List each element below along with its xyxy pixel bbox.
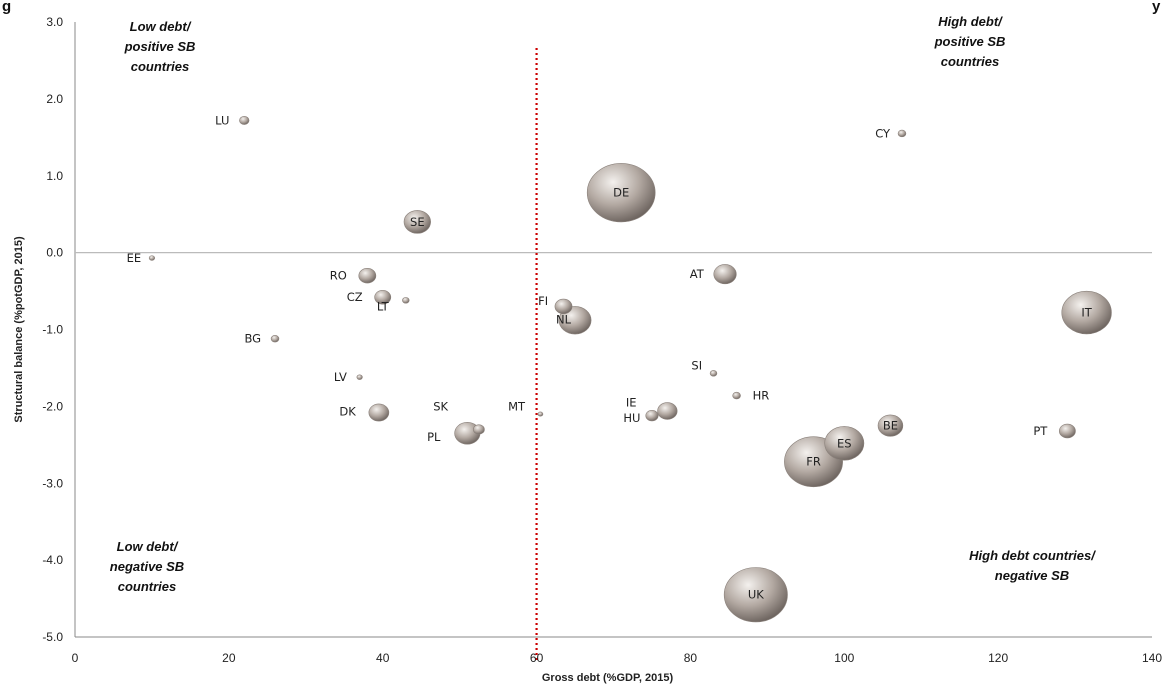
point-label-es: ES bbox=[837, 436, 852, 450]
bubble-sk bbox=[473, 424, 485, 435]
x-tick-label: 100 bbox=[834, 651, 854, 665]
bubble-fi bbox=[554, 298, 573, 315]
point-label-lu: LU bbox=[215, 113, 229, 127]
y-tick-label: -5.0 bbox=[42, 630, 63, 644]
quadrant-label-top-left: Low debt/positive SB countries bbox=[124, 19, 196, 74]
point-label-nl: NL bbox=[556, 312, 572, 326]
bubble-mt bbox=[537, 411, 544, 417]
point-label-si: SI bbox=[691, 358, 702, 372]
bubble-dk bbox=[368, 403, 390, 422]
bubble-uk bbox=[723, 567, 788, 623]
bubble-ro bbox=[358, 268, 377, 284]
quadrant-label-line: positive SB bbox=[124, 39, 196, 54]
point-label-dk: DK bbox=[339, 405, 356, 419]
y-tick-label: -4.0 bbox=[42, 553, 63, 567]
x-tick-label: 80 bbox=[684, 651, 698, 665]
bubble-lt bbox=[402, 297, 410, 304]
point-label-lt: LT bbox=[377, 299, 390, 313]
point-label-de: DE bbox=[613, 186, 629, 200]
bubble-be bbox=[877, 414, 904, 437]
x-axis-title: Gross debt (%GDP, 2015) bbox=[542, 672, 674, 684]
bubble-hr bbox=[732, 391, 741, 400]
x-tick-label: 140 bbox=[1142, 651, 1162, 665]
point-label-pl: PL bbox=[427, 430, 441, 444]
point-label-ro: RO bbox=[330, 269, 347, 283]
quadrant-label-bottom-right: High debt countries/negative SB bbox=[969, 548, 1096, 583]
x-tick-label: 120 bbox=[988, 651, 1008, 665]
point-label-se: SE bbox=[410, 215, 425, 229]
point-label-ie: IE bbox=[626, 395, 637, 409]
x-tick-label: 40 bbox=[376, 651, 390, 665]
point-label-uk: UK bbox=[748, 588, 764, 602]
y-tick-labels: 3.0 2.0 1.0 0.0 -1.0 -2.0 -3.0 -4.0 -5.0 bbox=[42, 15, 63, 644]
quadrant-label-line: negative SB bbox=[110, 559, 184, 574]
quadrant-label-line: Low debt/ bbox=[117, 539, 179, 554]
quadrant-label-line: countries bbox=[941, 54, 1000, 69]
quadrant-label-line: positive SB bbox=[934, 34, 1006, 49]
bubble-de bbox=[586, 163, 656, 223]
y-tick-label: -3.0 bbox=[42, 476, 63, 490]
x-tick-label: 60 bbox=[530, 651, 544, 665]
point-label-ee: EE bbox=[127, 251, 142, 265]
corner-fragment: y bbox=[1152, 0, 1161, 15]
bubble-ee bbox=[148, 255, 156, 261]
point-label-bg: BG bbox=[244, 332, 261, 346]
bubble-at bbox=[713, 264, 737, 285]
point-label-at: AT bbox=[690, 267, 705, 281]
y-axis-title: Structural balance (%potGDP, 2015) bbox=[13, 236, 25, 423]
bubble-it bbox=[1061, 290, 1112, 335]
bubble-lv bbox=[356, 374, 363, 380]
quadrant-label-bottom-left: Low debt/negative SB countries bbox=[110, 539, 184, 594]
bubble-cy bbox=[897, 129, 907, 138]
y-tick-label: 3.0 bbox=[46, 15, 63, 29]
point-labels: LU CY DE SE EE RO AT CZ LT FI NL IT BG SI LV HR DK SK MT IE… bbox=[127, 113, 1093, 601]
bubble-lu bbox=[239, 115, 250, 125]
y-tick-label: -2.0 bbox=[42, 399, 63, 413]
bubble-es bbox=[824, 426, 865, 461]
point-label-sk: SK bbox=[433, 399, 448, 413]
y-tick-label: -1.0 bbox=[42, 323, 63, 337]
bubbles bbox=[148, 115, 1112, 623]
bubble-bg bbox=[270, 335, 280, 343]
bubble-hu bbox=[645, 409, 659, 422]
point-label-lv: LV bbox=[334, 370, 347, 384]
quadrant-label-line: High debt countries/ bbox=[969, 548, 1096, 563]
quadrant-label-line: countries bbox=[131, 59, 190, 74]
bubble-cz bbox=[374, 289, 392, 305]
point-label-hr: HR bbox=[753, 389, 770, 403]
quadrant-label-line: countries bbox=[118, 579, 177, 594]
quadrant-label-line: negative SB bbox=[995, 568, 1069, 583]
figure-title-fragment: g bbox=[2, 0, 11, 15]
point-label-mt: MT bbox=[508, 399, 526, 413]
quadrant-label-line: Low debt/ bbox=[130, 19, 192, 34]
x-tick-label: 20 bbox=[222, 651, 236, 665]
point-label-hu: HU bbox=[623, 411, 640, 425]
x-tick-labels: 0 20 40 60 80 100 120 140 bbox=[72, 651, 1163, 665]
point-label-be: BE bbox=[883, 419, 898, 433]
point-label-cz: CZ bbox=[347, 290, 363, 304]
x-tick-label: 0 bbox=[72, 651, 79, 665]
bubble-se bbox=[403, 210, 431, 234]
bubble-ie bbox=[657, 402, 678, 420]
bubble-pt bbox=[1058, 423, 1076, 439]
point-label-cy: CY bbox=[875, 126, 891, 140]
quadrant-label-top-right: High debt/positive SB countries bbox=[934, 14, 1006, 69]
y-tick-label: 2.0 bbox=[46, 92, 63, 106]
point-label-pt: PT bbox=[1033, 424, 1048, 438]
bubble-si bbox=[709, 370, 718, 377]
point-label-fr: FR bbox=[806, 455, 821, 469]
point-label-fi: FI bbox=[538, 294, 548, 308]
y-tick-label: 0.0 bbox=[46, 246, 63, 260]
point-label-it: IT bbox=[1081, 306, 1092, 320]
y-tick-label: 1.0 bbox=[46, 169, 63, 183]
quadrant-label-line: High debt/ bbox=[938, 14, 1003, 29]
